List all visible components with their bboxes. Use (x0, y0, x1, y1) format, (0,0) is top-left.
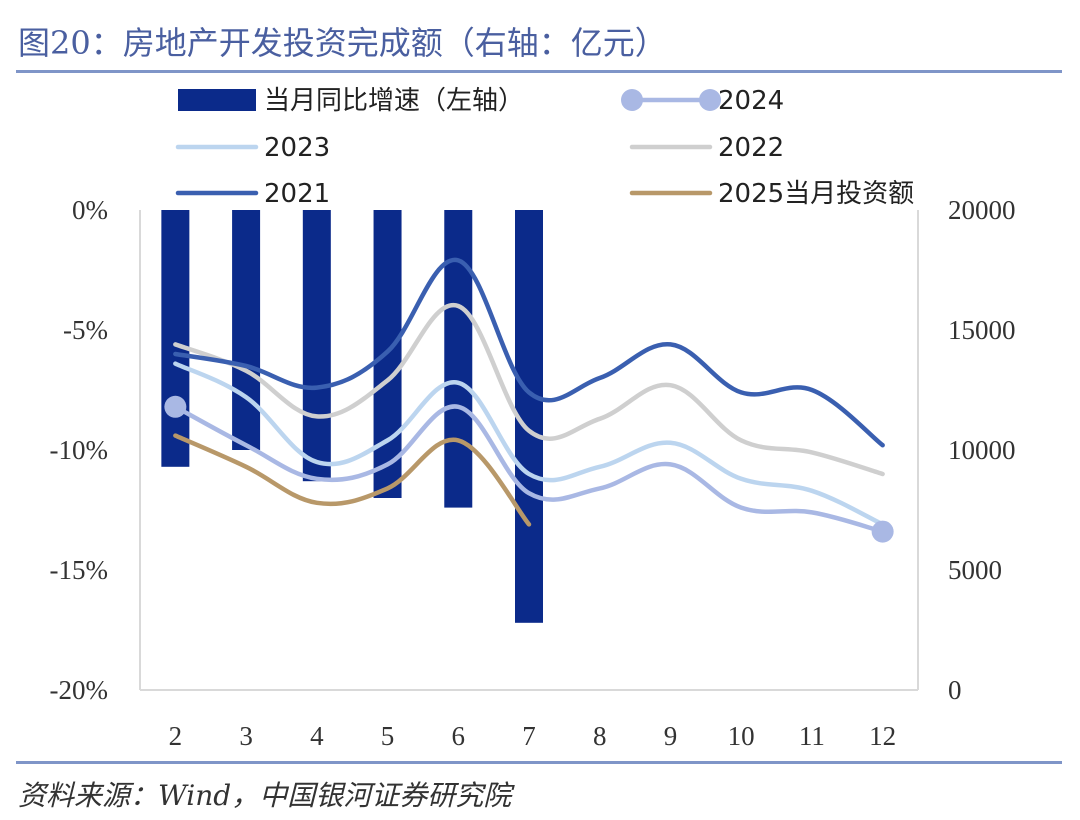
legend-swatch (178, 89, 256, 111)
x-tick-label: 10 (728, 721, 755, 751)
legend-item: 2023 (175, 133, 330, 163)
bar-3 (232, 210, 261, 450)
legend-label: 2025当月投资额 (718, 179, 914, 209)
legend-item: 2021 (175, 179, 330, 209)
line-2024 (173, 404, 885, 534)
right-tick-label: 5000 (948, 555, 1002, 585)
legend-label: 当月同比增速（左轴） (264, 86, 524, 116)
right-tick-label: 0 (948, 675, 962, 705)
right-tick-label: 10000 (948, 435, 1016, 465)
x-tick-label: 4 (310, 721, 324, 751)
line-series (164, 257, 894, 543)
x-tick-label: 11 (799, 721, 825, 751)
x-tick-label: 2 (169, 721, 183, 751)
x-axis-ticks: 2 3 4 5 6 7 8 9 10 11 12 (169, 721, 897, 751)
right-tick-label: 15000 (948, 315, 1016, 345)
legend-item: 当月同比增速（左轴） (178, 86, 524, 116)
x-tick-label: 7 (522, 721, 536, 751)
right-tick-label: 20000 (948, 195, 1016, 225)
bar-2 (161, 210, 190, 467)
top-divider (16, 70, 1062, 73)
legend-label: 2024 (718, 86, 784, 116)
line-2023 (173, 361, 885, 527)
left-axis-ticks: 0% -5% -10% -15% -20% (50, 195, 108, 705)
legend-item: 2025当月投资额 (629, 179, 914, 209)
x-tick-label: 5 (381, 721, 395, 751)
x-tick-label: 9 (664, 721, 678, 751)
legend-label: 2023 (264, 133, 330, 163)
legend-label: 2021 (264, 179, 330, 209)
x-tick-label: 8 (593, 721, 607, 751)
line-2021 (173, 257, 885, 448)
right-axis-ticks: 20000 15000 10000 5000 0 (948, 195, 1016, 705)
plot-frame (139, 210, 919, 691)
left-tick-label: -10% (50, 435, 108, 465)
legend-item: 2024 (621, 86, 784, 116)
page-title: 图20：房地产开发投资完成额（右轴：亿元） (18, 24, 667, 62)
bar-series (161, 210, 543, 623)
source-note: 资料来源：Wind，中国银河证券研究院 (18, 779, 512, 812)
bar-6 (444, 210, 473, 508)
x-tick-label: 6 (452, 721, 466, 751)
left-tick-label: -15% (50, 555, 108, 585)
legend-marker (699, 89, 721, 111)
marker-2024-last (871, 520, 894, 543)
legend-marker (621, 89, 643, 111)
left-tick-label: 0% (72, 195, 108, 225)
legend: 当月同比增速（左轴） 2024 2023 2022 2021 2025当月投资额 (175, 86, 914, 209)
x-tick-label: 12 (869, 721, 896, 751)
bar-4 (302, 210, 331, 482)
legend-item: 2022 (629, 133, 784, 163)
line-2025当月投资额 (173, 433, 532, 527)
legend-label: 2022 (718, 133, 784, 163)
left-tick-label: -5% (63, 315, 108, 345)
x-tick-label: 3 (239, 721, 253, 751)
bottom-divider (16, 761, 1062, 764)
left-tick-label: -20% (50, 675, 108, 705)
line-2022 (173, 302, 885, 477)
marker-2024-first (164, 395, 187, 418)
